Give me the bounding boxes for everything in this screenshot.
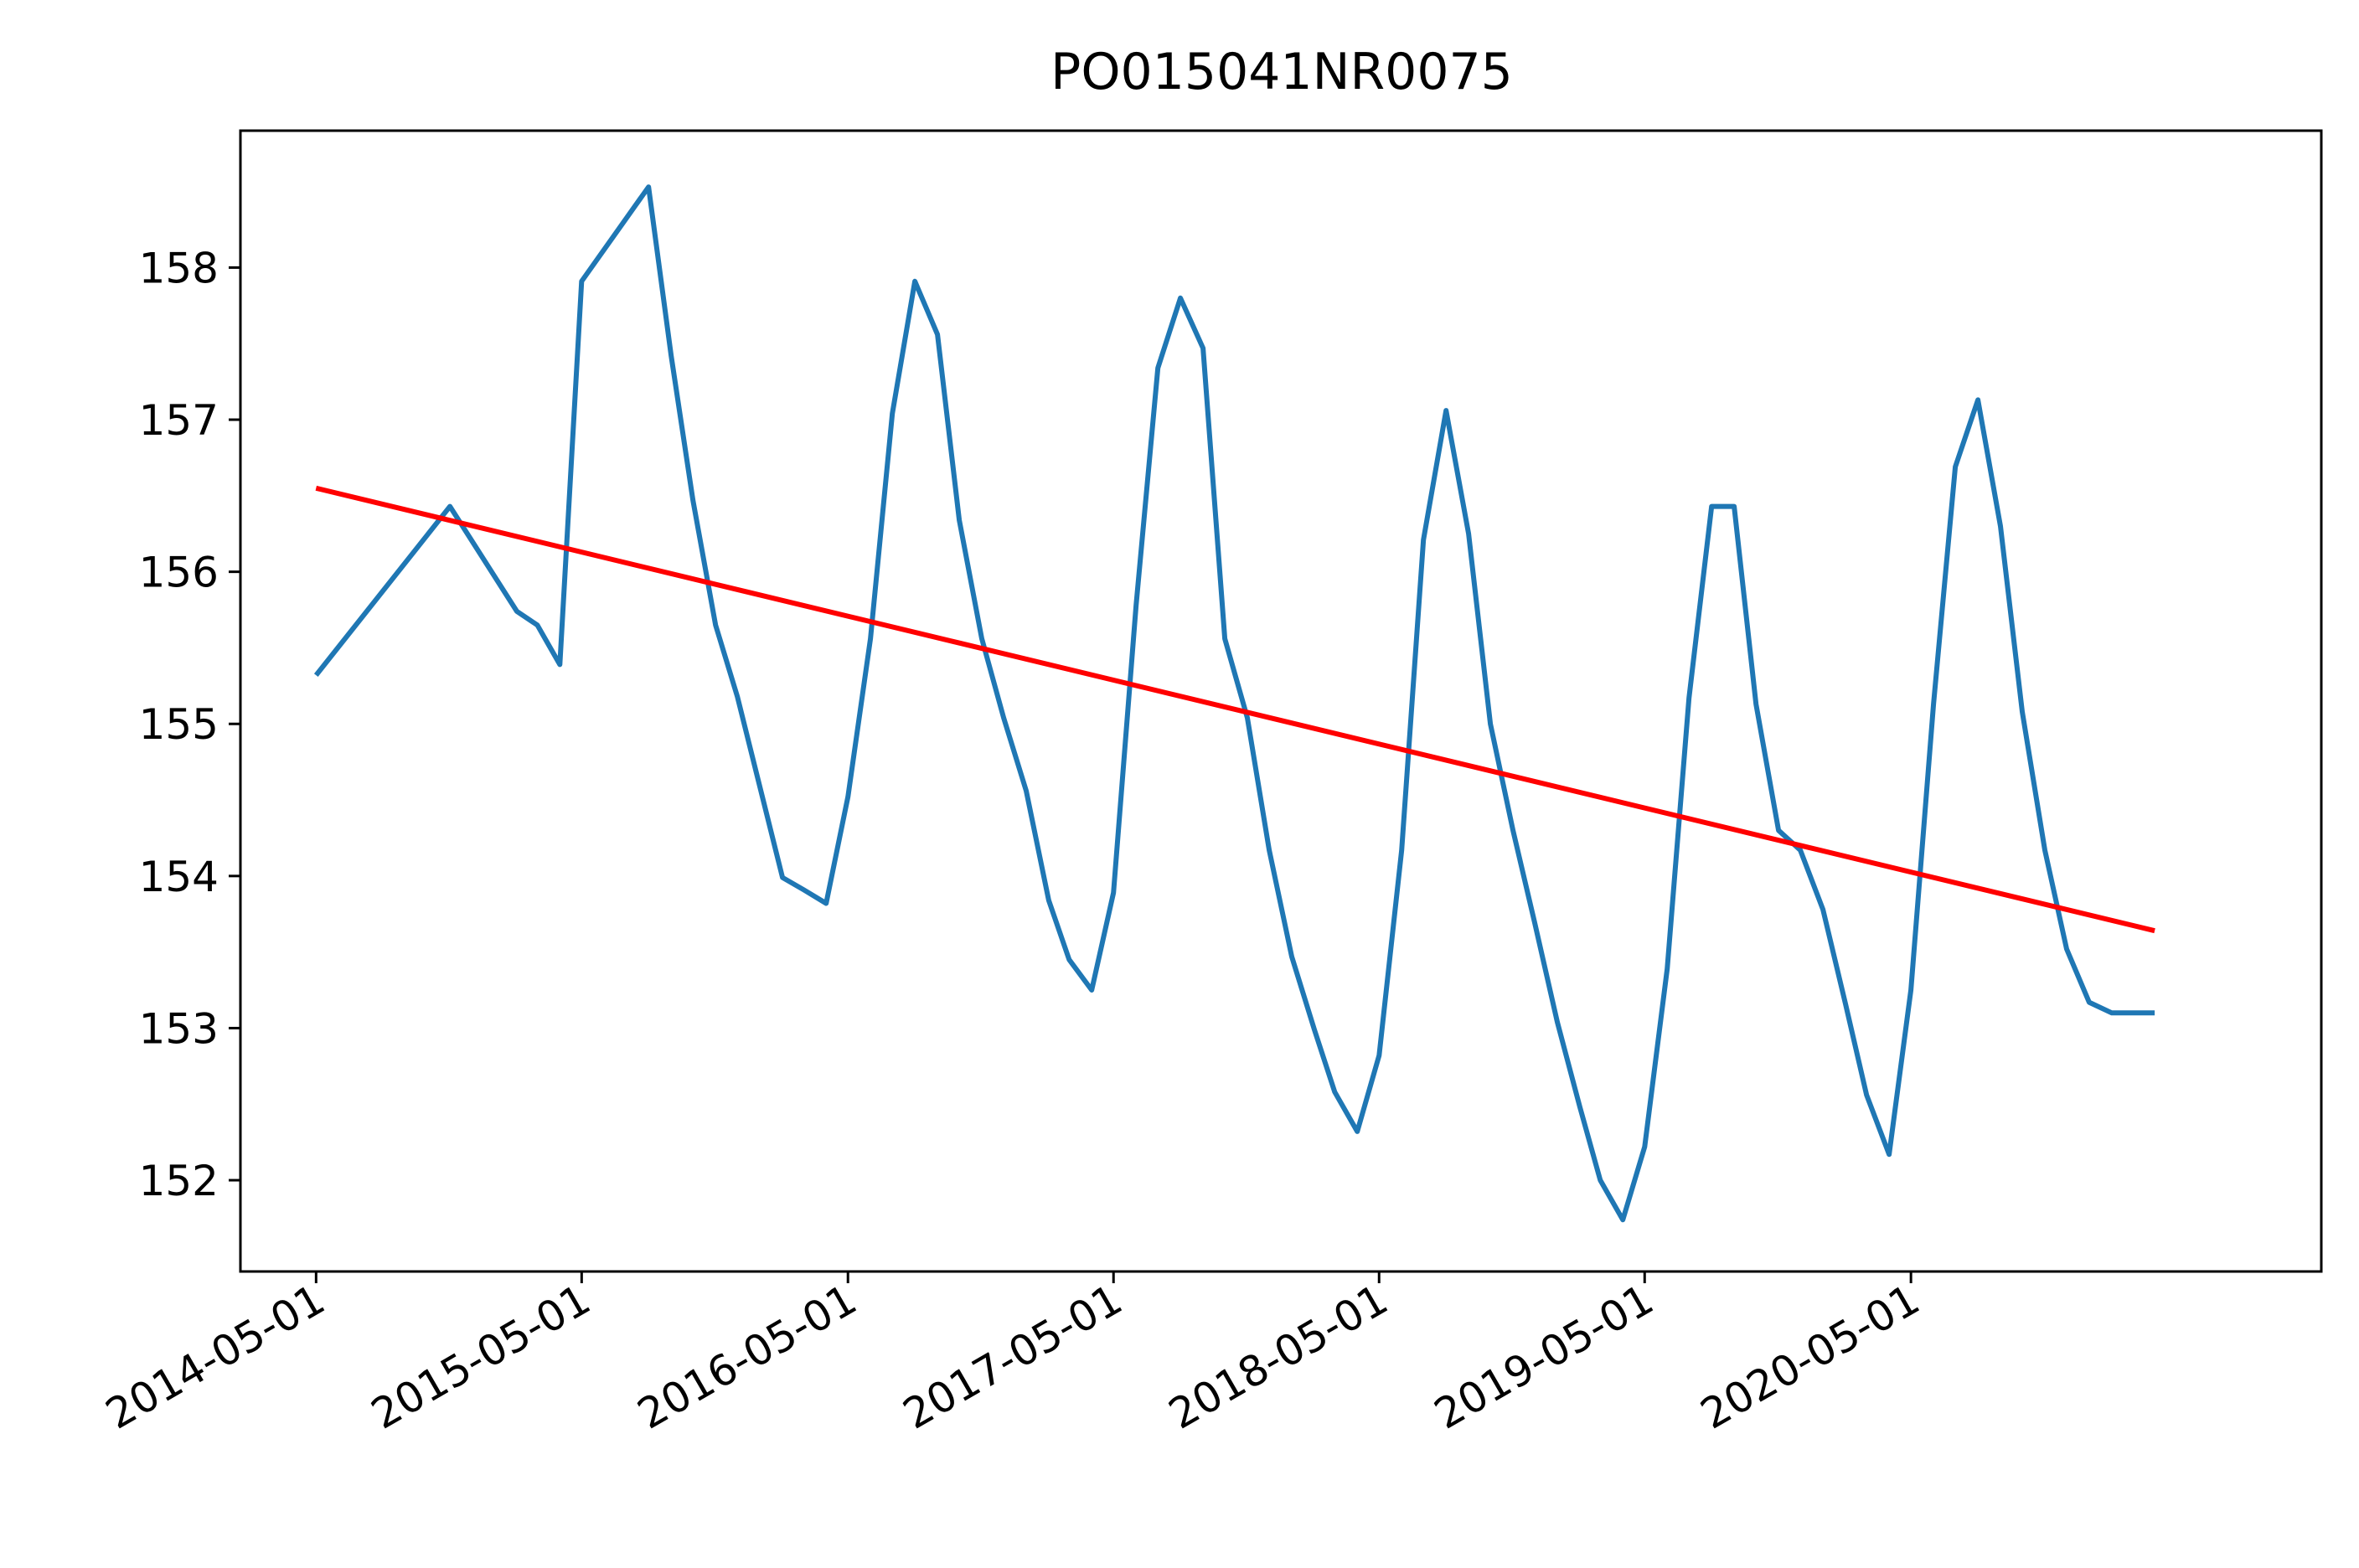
series-layer — [313, 184, 2155, 1223]
y-tick-label: 154 — [139, 853, 219, 901]
plot-frame — [239, 129, 2323, 1273]
y-tick-label: 153 — [139, 1004, 219, 1053]
y-tick-label: 157 — [139, 396, 219, 445]
y-tick-label: 158 — [139, 244, 219, 292]
chart-title: PO015041NR0075 — [1050, 43, 1513, 101]
y-tick-label: 155 — [139, 700, 219, 749]
y-axis: 152 153 154 155 156 157 158 — [139, 244, 240, 1205]
plot-area — [239, 129, 2323, 1273]
series-line — [313, 184, 2155, 1223]
plot-background — [240, 131, 2321, 1271]
y-tick-label: 156 — [139, 549, 219, 597]
y-tick-label: 152 — [139, 1157, 219, 1205]
trend-line — [315, 485, 2155, 934]
